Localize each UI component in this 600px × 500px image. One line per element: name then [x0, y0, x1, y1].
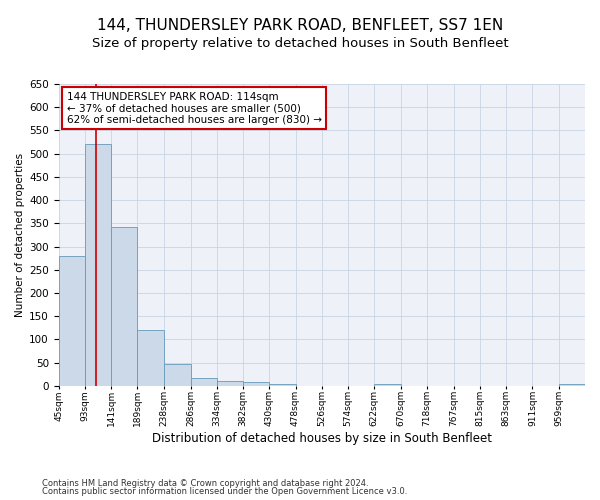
Bar [559, 384, 585, 386]
Bar [374, 384, 401, 386]
Bar [111, 227, 137, 386]
Bar [243, 382, 269, 386]
Bar [85, 144, 111, 386]
Text: 144, THUNDERSLEY PARK ROAD, BENFLEET, SS7 1EN: 144, THUNDERSLEY PARK ROAD, BENFLEET, SS… [97, 18, 503, 32]
Bar [269, 384, 296, 386]
Bar [137, 330, 164, 386]
Bar [191, 378, 217, 386]
Text: Contains HM Land Registry data © Crown copyright and database right 2024.: Contains HM Land Registry data © Crown c… [42, 478, 368, 488]
Text: Size of property relative to detached houses in South Benfleet: Size of property relative to detached ho… [92, 38, 508, 51]
Bar [164, 364, 191, 386]
Bar [217, 382, 243, 386]
X-axis label: Distribution of detached houses by size in South Benfleet: Distribution of detached houses by size … [152, 432, 492, 445]
Text: Contains public sector information licensed under the Open Government Licence v3: Contains public sector information licen… [42, 487, 407, 496]
Text: 144 THUNDERSLEY PARK ROAD: 114sqm
← 37% of detached houses are smaller (500)
62%: 144 THUNDERSLEY PARK ROAD: 114sqm ← 37% … [67, 92, 322, 124]
Bar [59, 256, 85, 386]
Y-axis label: Number of detached properties: Number of detached properties [15, 153, 25, 317]
